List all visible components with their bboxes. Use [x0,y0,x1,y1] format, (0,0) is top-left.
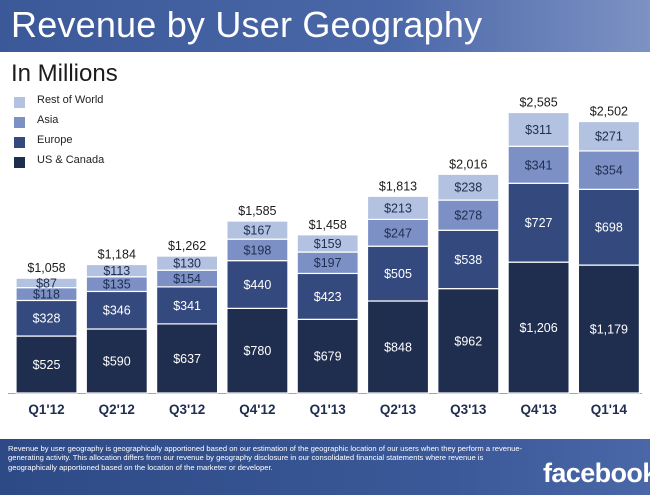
bar-total-label: $2,502 [590,105,628,119]
x-tick-label: Q1'13 [310,402,347,417]
bar-segment-europe-1 [85,290,148,330]
bar-value-label: $247 [384,226,412,240]
bar-segment-europe-6 [437,229,500,290]
bar-value-label: $698 [595,221,623,235]
bar-value-label: $505 [384,267,412,281]
x-tick-label: Q1'14 [591,402,628,417]
bar-value-label: $118 [33,288,60,302]
bar-value-label: $341 [525,158,553,172]
title-bar: Revenue by User Geography [0,0,650,52]
bar-segment-us-canada-1 [85,328,148,394]
bar-segment-us-canada-7 [507,261,570,394]
bar-segment-us-canada-5 [366,300,430,394]
bar-segment-rest-of-world-8 [577,120,641,152]
bar-total-label: $2,016 [449,157,487,171]
x-tick-label: Q4'12 [239,402,275,417]
legend-swatch-rest-of-world [14,97,25,108]
footnote: Revenue by user geography is geographica… [8,444,523,472]
bar-total-label: $1,058 [27,261,65,275]
bar-segment-europe-2 [156,286,219,325]
x-tick-label: Q3'13 [450,402,487,417]
bar-value-label: $135 [103,278,131,292]
bar-segment-europe-4 [296,272,359,320]
bar-value-label: $637 [173,352,201,366]
x-tick-label: Q1'12 [28,402,64,417]
bar-value-label: $341 [173,299,201,313]
bar-value-label: $962 [454,334,482,348]
bar-value-label: $154 [173,272,201,286]
bar-total-label: $1,813 [379,179,417,193]
legend-swatch-us-canada [14,157,25,168]
bar-segment-europe-8 [577,188,641,266]
bar-value-label: $538 [454,253,482,267]
bar-value-label: $525 [33,358,61,372]
bar-segment-europe-3 [226,260,289,309]
bar-value-label: $113 [103,264,130,278]
bar-segment-europe-5 [366,245,430,302]
bar-segment-rest-of-world-4 [296,234,359,253]
chart-title: Revenue by User Geography [11,4,483,45]
bar-segment-rest-of-world-7 [507,111,570,147]
bar-value-label: $238 [454,181,482,195]
bar-value-label: $848 [384,340,412,354]
bar-value-label: $271 [595,130,623,144]
bar-segment-asia-8 [577,150,641,190]
bar-value-label: $590 [103,354,131,368]
bar-value-label: $1,206 [519,321,557,335]
chart-subtitle: In Millions [11,60,118,87]
bar-value-label: $727 [525,216,553,230]
bar-segment-asia-5 [366,218,430,247]
bar-segment-rest-of-world-2 [156,255,219,271]
facebook-logo: facebook. [543,458,650,488]
bar-total-label: $1,458 [309,218,347,232]
legend-swatch-asia [14,117,25,128]
bar-segment-rest-of-world-0 [15,277,78,289]
legend-label-rest-of-world: Rest of World [37,94,104,106]
legend-label-us-canada: US & Canada [37,154,105,166]
bar-value-label: $167 [243,224,271,238]
bar-value-label: $198 [243,243,271,257]
bar-segment-asia-6 [437,199,500,231]
x-tick-label: Q4'13 [520,402,557,417]
x-tick-label: Q2'12 [99,402,135,417]
bar-value-label: $130 [173,257,201,271]
legend-label-europe: Europe [37,134,73,146]
bar-total-label: $1,262 [168,239,206,253]
bar-value-label: $440 [243,278,271,292]
legend-label-asia: Asia [37,114,59,126]
x-tick-label: Q2'13 [380,402,417,417]
bar-value-label: $328 [33,312,61,326]
bar-segment-us-canada-4 [296,318,359,394]
bar-value-label: $311 [525,123,552,137]
bar-segment-us-canada-2 [156,323,219,394]
bar-value-label: $679 [314,350,342,364]
bar-value-label: $780 [243,344,271,358]
bar-value-label: $213 [384,201,412,215]
bar-segment-rest-of-world-6 [437,173,500,201]
bar-value-label: $278 [454,209,482,223]
bar-value-label: $1,179 [590,323,628,337]
bar-total-label: $2,585 [519,96,557,110]
bar-value-label: $87 [36,276,57,290]
bar-segment-europe-7 [507,182,570,263]
x-tick-label: Q3'12 [169,402,205,417]
bar-value-label: $346 [103,304,131,318]
legend-swatch-europe [14,137,25,148]
bar-segment-rest-of-world-3 [226,220,289,240]
bar-total-label: $1,585 [238,204,276,218]
bar-segment-rest-of-world-5 [366,195,430,221]
bar-value-label: $354 [595,164,623,178]
bar-segment-us-canada-6 [437,288,500,394]
bar-value-label: $159 [314,237,342,251]
bar-segment-us-canada-3 [226,307,289,394]
bar-total-label: $1,184 [98,248,136,262]
bar-value-label: $197 [314,256,342,270]
bar-segment-rest-of-world-1 [85,263,148,278]
footer-bar [0,439,650,495]
bar-value-label: $423 [314,290,342,304]
